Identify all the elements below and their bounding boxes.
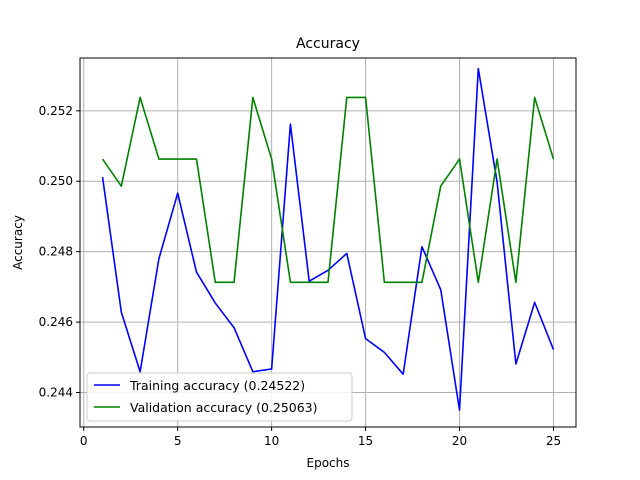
validation-accuracy-line bbox=[101, 96, 555, 284]
legend-entry: Validation accuracy (0.25063) bbox=[94, 400, 318, 415]
x-tick-label: 15 bbox=[358, 434, 373, 448]
y-tick-label: 0.250 bbox=[39, 174, 73, 188]
x-axis-label: Epochs bbox=[307, 456, 350, 470]
y-tick-label: 0.244 bbox=[39, 385, 73, 399]
y-axis-ticks: 0.244 0.246 0.248 0.250 0.252 bbox=[39, 104, 80, 399]
x-tick-label: 10 bbox=[264, 434, 279, 448]
legend-label: Training accuracy (0.24522) bbox=[129, 378, 305, 393]
y-tick-label: 0.252 bbox=[39, 104, 73, 118]
x-tick-label: 5 bbox=[174, 434, 182, 448]
legend-label: Validation accuracy (0.25063) bbox=[130, 400, 318, 415]
legend: Training accuracy (0.24522) Validation ac… bbox=[86, 372, 353, 422]
chart-title: Accuracy bbox=[296, 36, 360, 52]
legend-entry: Training accuracy (0.24522) bbox=[94, 378, 305, 393]
plot-frame bbox=[79, 57, 577, 428]
y-tick-label: 0.246 bbox=[39, 315, 73, 329]
x-axis-ticks: 0 5 10 15 20 25 bbox=[80, 427, 561, 448]
x-tick-label: 0 bbox=[80, 434, 88, 448]
y-tick-label: 0.248 bbox=[39, 245, 73, 259]
x-tick-label: 25 bbox=[546, 434, 561, 448]
y-axis-label: Accuracy bbox=[11, 215, 25, 270]
x-tick-label: 20 bbox=[452, 434, 467, 448]
legend-box bbox=[86, 372, 353, 422]
series-layer bbox=[101, 67, 555, 411]
training-accuracy-line bbox=[101, 67, 555, 411]
